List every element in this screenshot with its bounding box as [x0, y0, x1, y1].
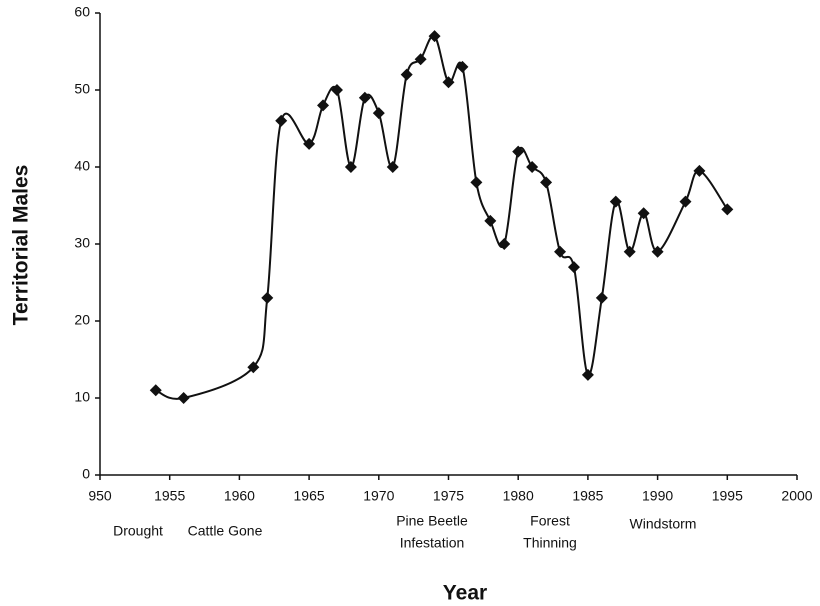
annotation: Windstorm	[630, 516, 697, 532]
marker	[344, 161, 357, 173]
marker	[693, 164, 706, 177]
x-tick-label: 1995	[712, 488, 743, 504]
marker	[498, 238, 511, 250]
marker	[400, 68, 413, 81]
y-axis-title: Territorial Males	[10, 165, 33, 326]
marker	[428, 30, 441, 43]
marker	[554, 245, 567, 258]
marker	[456, 60, 469, 73]
y-tick-label: 10	[74, 389, 90, 405]
x-tick-label: 1990	[642, 488, 673, 504]
y-tick-label: 60	[74, 4, 90, 20]
marker	[330, 84, 343, 96]
marker	[247, 361, 260, 374]
marker	[595, 291, 608, 304]
marker	[484, 214, 497, 227]
y-tick-label: 20	[74, 312, 90, 328]
marker	[386, 161, 399, 173]
marker	[149, 384, 162, 397]
marker	[609, 195, 622, 208]
annotation: Pine Beetle	[396, 513, 468, 529]
annotation: Infestation	[400, 535, 465, 551]
annotation: Drought	[113, 523, 163, 539]
marker	[567, 261, 580, 274]
marker	[470, 176, 483, 189]
x-tick-label: 2000	[781, 488, 812, 504]
x-axis-title: Year	[443, 582, 487, 605]
y-tick-label: 0	[82, 466, 90, 482]
marker	[317, 99, 330, 112]
marker	[637, 207, 650, 220]
marker	[526, 161, 539, 173]
marker	[512, 145, 525, 158]
marker	[623, 245, 636, 258]
x-tick-label: 1975	[433, 488, 464, 504]
marker	[679, 195, 692, 208]
marker	[581, 368, 594, 381]
marker	[177, 392, 190, 404]
x-tick-label: 1955	[154, 488, 185, 504]
x-tick-label: 1960	[224, 488, 255, 504]
y-tick-label: 30	[74, 235, 90, 251]
y-tick-label: 40	[74, 158, 90, 174]
marker	[540, 176, 553, 189]
marker	[275, 114, 288, 127]
marker	[721, 203, 734, 216]
marker	[372, 107, 385, 120]
x-tick-label: 950	[88, 488, 112, 504]
x-tick-label: 1985	[572, 488, 603, 504]
x-tick-label: 1965	[294, 488, 325, 504]
y-tick-label: 50	[74, 81, 90, 97]
annotation: Cattle Gone	[188, 523, 263, 539]
marker	[442, 76, 455, 89]
marker	[261, 291, 274, 304]
annotation: Forest	[530, 513, 570, 529]
line	[155, 34, 729, 400]
marker	[651, 245, 664, 258]
marker	[303, 137, 316, 150]
marker	[358, 91, 371, 104]
x-tick-label: 1980	[503, 488, 534, 504]
marker	[414, 53, 427, 66]
x-tick-label: 1970	[363, 488, 394, 504]
annotation: Thinning	[523, 535, 577, 551]
